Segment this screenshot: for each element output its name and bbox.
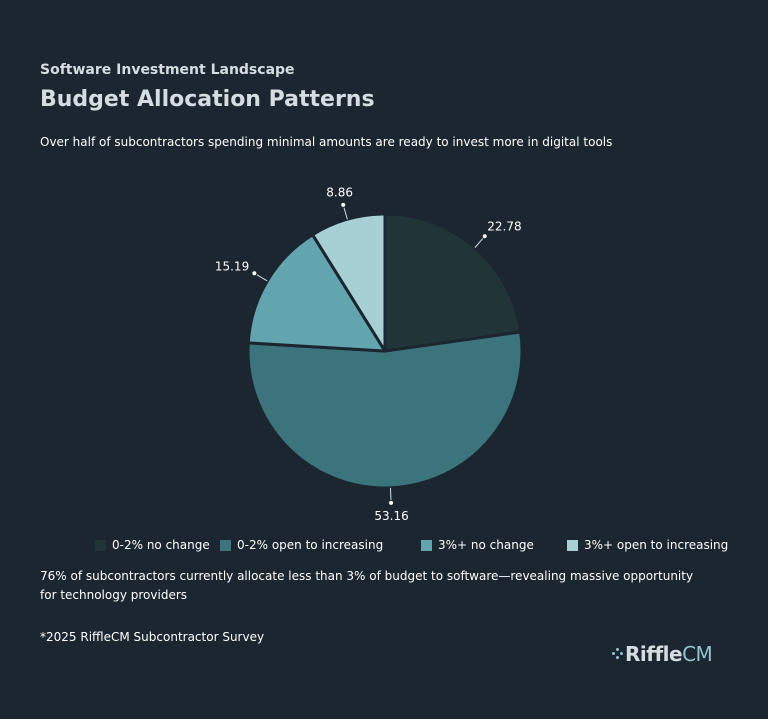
logo-mark-icon [612, 646, 624, 662]
legend-label: 0-2% no change [112, 538, 210, 552]
logo-secondary-text: CM [682, 642, 713, 666]
source-note: *2025 RiffleCM Subcontractor Survey [40, 630, 265, 644]
legend-item-3-no-change[interactable]: 3%+ no change [421, 538, 534, 552]
pie-slice[interactable] [246, 330, 524, 490]
legend-item-0-2-open-to-increasing[interactable]: 0-2% open to increasing [220, 538, 383, 552]
legend-swatch [421, 539, 432, 551]
data-label: 53.16 [374, 509, 408, 523]
data-label: 8.86 [326, 185, 353, 199]
footer-note: 76% of subcontractors currently allocate… [40, 569, 694, 602]
leader-dot [388, 499, 395, 506]
pie-chart: 22.78 53.16 15.19 8.86 [215, 185, 524, 523]
legend-item-3-open-to-increasing[interactable]: 3%+ open to increasing [567, 538, 728, 552]
data-label: 15.19 [215, 260, 249, 274]
pie-slice[interactable] [246, 233, 387, 353]
legend-item-0-2-no-change[interactable]: 0-2% no change [95, 538, 210, 552]
legend-label: 3%+ open to increasing [584, 538, 729, 552]
chart-eyebrow: Software Investment Landscape [40, 62, 295, 78]
pie-slice[interactable] [311, 212, 387, 353]
leader-dot [481, 233, 488, 240]
data-label: 22.78 [487, 219, 521, 233]
legend-swatch [220, 539, 231, 551]
legend-swatch [567, 539, 578, 551]
leader-dot [251, 270, 258, 277]
pie-slice[interactable] [383, 212, 523, 353]
legend-label: 0-2% open to increasing [237, 538, 384, 552]
legend-swatch [95, 539, 106, 551]
logo-primary-text: Riffle [625, 642, 683, 666]
legend: 0-2% no change 0-2% open to increasing 3… [0, 538, 768, 554]
chart-subtitle: Over half of subcontractors spending min… [40, 135, 613, 149]
rifflecm-logo: Riffle CM [612, 640, 713, 668]
legend-label: 3%+ no change [438, 538, 534, 552]
chart-title: Budget Allocation Patterns [40, 87, 375, 112]
leader-dot [340, 201, 347, 208]
